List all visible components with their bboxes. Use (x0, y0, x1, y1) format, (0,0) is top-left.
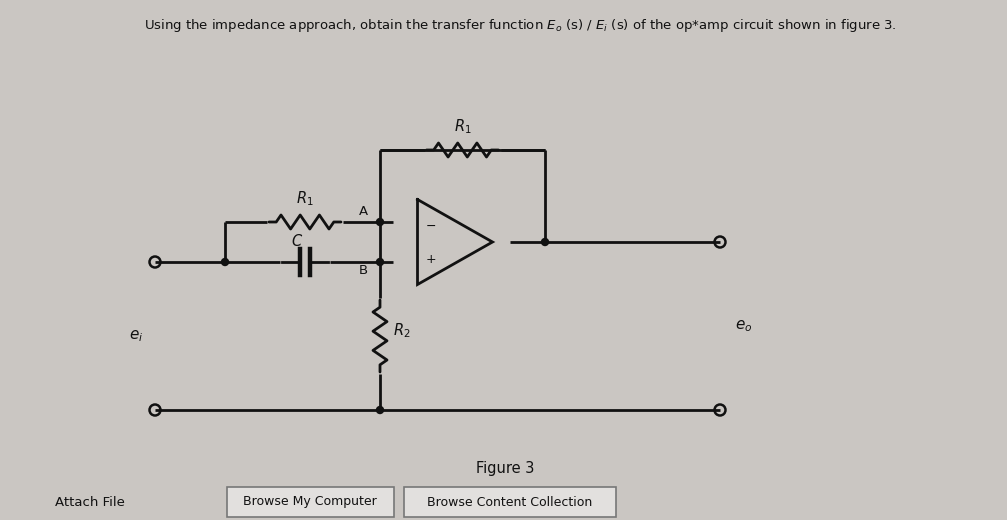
Text: Browse My Computer: Browse My Computer (243, 496, 377, 509)
Text: $R_2$: $R_2$ (393, 322, 411, 341)
FancyBboxPatch shape (227, 487, 394, 517)
Circle shape (542, 239, 549, 245)
Text: $e_o$: $e_o$ (735, 318, 752, 334)
Text: $e_i$: $e_i$ (129, 328, 143, 344)
Text: Attach File: Attach File (55, 496, 125, 509)
Circle shape (222, 258, 229, 266)
Circle shape (377, 258, 384, 266)
Text: $R_1$: $R_1$ (296, 189, 314, 208)
Circle shape (377, 218, 384, 226)
Text: $C$: $C$ (291, 233, 303, 249)
Text: A: A (358, 205, 368, 218)
Text: Figure 3: Figure 3 (476, 461, 534, 475)
Circle shape (377, 407, 384, 413)
Text: $+$: $+$ (425, 253, 436, 266)
Text: B: B (358, 264, 368, 277)
Text: Using the impedance approach, obtain the transfer function $E_o$ (s) / $E_i$ (s): Using the impedance approach, obtain the… (144, 17, 896, 33)
FancyBboxPatch shape (404, 487, 616, 517)
Text: $-$: $-$ (425, 218, 436, 231)
Text: Browse Content Collection: Browse Content Collection (427, 496, 593, 509)
Text: $R_1$: $R_1$ (454, 118, 471, 136)
